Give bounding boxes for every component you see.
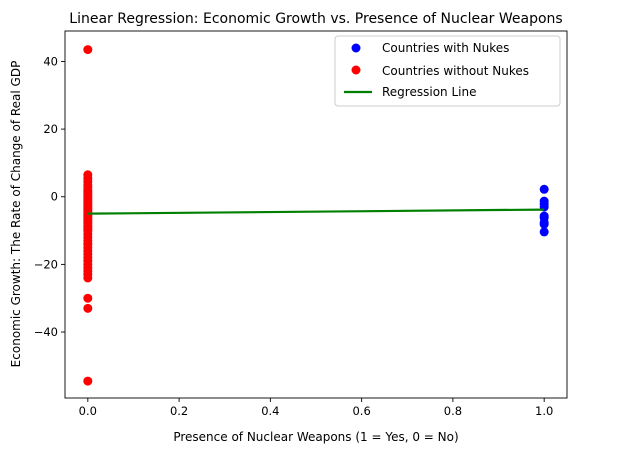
x-tick-label: 1.0 (535, 404, 553, 418)
y-tick-label: −40 (34, 325, 58, 339)
x-axis: 0.0 0.2 0.4 0.6 0.8 1.0 (79, 398, 553, 418)
x-tick-label: 0.6 (352, 404, 370, 418)
legend-label-regression: Regression Line (382, 85, 476, 99)
point-no-nukes (83, 376, 93, 386)
legend-marker-nukes (351, 43, 361, 53)
y-axis-label: Economic Growth: The Rate of Change of R… (9, 61, 23, 368)
chart-title: Linear Regression: Economic Growth vs. P… (69, 11, 562, 27)
legend-label-no-nukes: Countries without Nukes (382, 64, 529, 78)
plot-frame (64, 30, 568, 399)
point-nukes (539, 219, 549, 229)
regression-line (87, 208, 545, 215)
y-tick-label: 20 (43, 122, 58, 136)
point-no-nukes (83, 273, 93, 283)
y-tick-label: 40 (43, 54, 58, 68)
point-no-nukes (83, 259, 93, 269)
legend-label-nukes: Countries with Nukes (382, 41, 509, 55)
x-tick-label: 0.2 (170, 404, 188, 418)
y-axis: −40 −20 0 20 40 (34, 54, 65, 339)
point-no-nukes (83, 303, 93, 313)
legend-marker-no-nukes (351, 65, 361, 75)
y-tick-label: 0 (51, 190, 58, 204)
point-nukes (539, 184, 549, 194)
y-tick-label: −20 (34, 257, 58, 271)
x-tick-label: 0.8 (444, 404, 462, 418)
point-nukes (539, 227, 549, 237)
plot-area (83, 45, 549, 386)
point-no-nukes (83, 293, 93, 303)
legend-frame (334, 35, 561, 107)
x-tick-label: 0.0 (79, 404, 97, 418)
legend: Countries with Nukes Countries without N… (334, 35, 561, 107)
x-tick-label: 0.4 (261, 404, 279, 418)
point-no-nukes (83, 45, 93, 55)
x-axis-label: Presence of Nuclear Weapons (1 = Yes, 0 … (173, 430, 458, 444)
